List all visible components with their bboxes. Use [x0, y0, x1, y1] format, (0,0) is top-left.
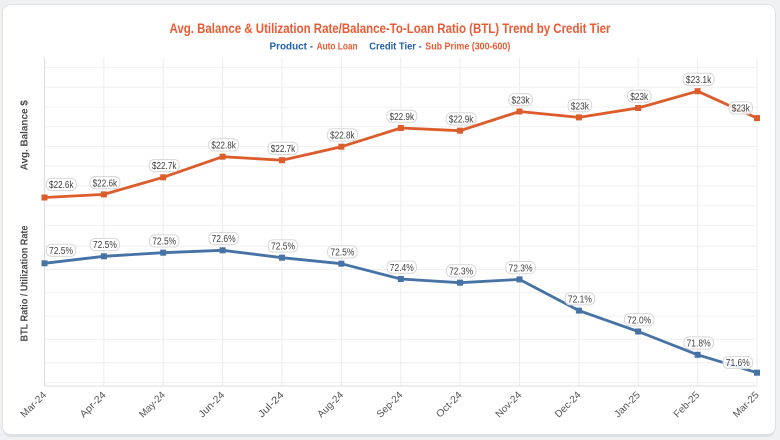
svg-text:Auto Loan: Auto Loan [317, 41, 358, 53]
svg-text:$23.1k: $23.1k [686, 75, 712, 86]
svg-text:Avg. Balance $: Avg. Balance $ [19, 100, 31, 170]
svg-text:$23k: $23k [630, 92, 649, 103]
svg-text:71.6%: 71.6% [726, 358, 750, 369]
svg-text:72.6%: 72.6% [212, 234, 236, 245]
svg-text:$22.7k: $22.7k [271, 144, 296, 155]
svg-text:72.5%: 72.5% [152, 237, 176, 248]
svg-text:Sub Prime (300-600): Sub Prime (300-600) [425, 41, 510, 53]
svg-text:$22.6k: $22.6k [93, 178, 118, 189]
svg-text:$23k: $23k [512, 95, 531, 106]
svg-text:Avg. Balance & Utilization Rat: Avg. Balance & Utilization Rate/Balance-… [170, 21, 612, 36]
svg-text:Credit Tier -: Credit Tier - [369, 41, 422, 53]
svg-text:BTL Ratio / Utilization Rate: BTL Ratio / Utilization Rate [20, 225, 31, 341]
svg-text:72.5%: 72.5% [93, 240, 117, 251]
svg-text:72.5%: 72.5% [271, 242, 295, 253]
svg-text:$22.8k: $22.8k [330, 131, 355, 142]
svg-text:$22.9k: $22.9k [390, 112, 415, 123]
svg-text:$22.8k: $22.8k [211, 141, 236, 152]
svg-text:Product -: Product - [270, 41, 314, 53]
svg-text:$23k: $23k [571, 101, 590, 112]
svg-text:71.8%: 71.8% [687, 339, 711, 350]
svg-text:72.0%: 72.0% [627, 315, 651, 326]
svg-text:72.3%: 72.3% [449, 267, 473, 278]
svg-text:$22.7k: $22.7k [152, 161, 177, 172]
svg-text:$22.9k: $22.9k [449, 115, 474, 126]
svg-text:72.3%: 72.3% [509, 263, 533, 274]
svg-text:72.5%: 72.5% [330, 248, 354, 259]
svg-text:72.5%: 72.5% [49, 246, 73, 257]
svg-text:72.4%: 72.4% [390, 263, 414, 274]
svg-text:$22.6k: $22.6k [49, 180, 74, 191]
svg-text:$23k: $23k [732, 104, 751, 115]
svg-text:72.1%: 72.1% [568, 295, 592, 306]
